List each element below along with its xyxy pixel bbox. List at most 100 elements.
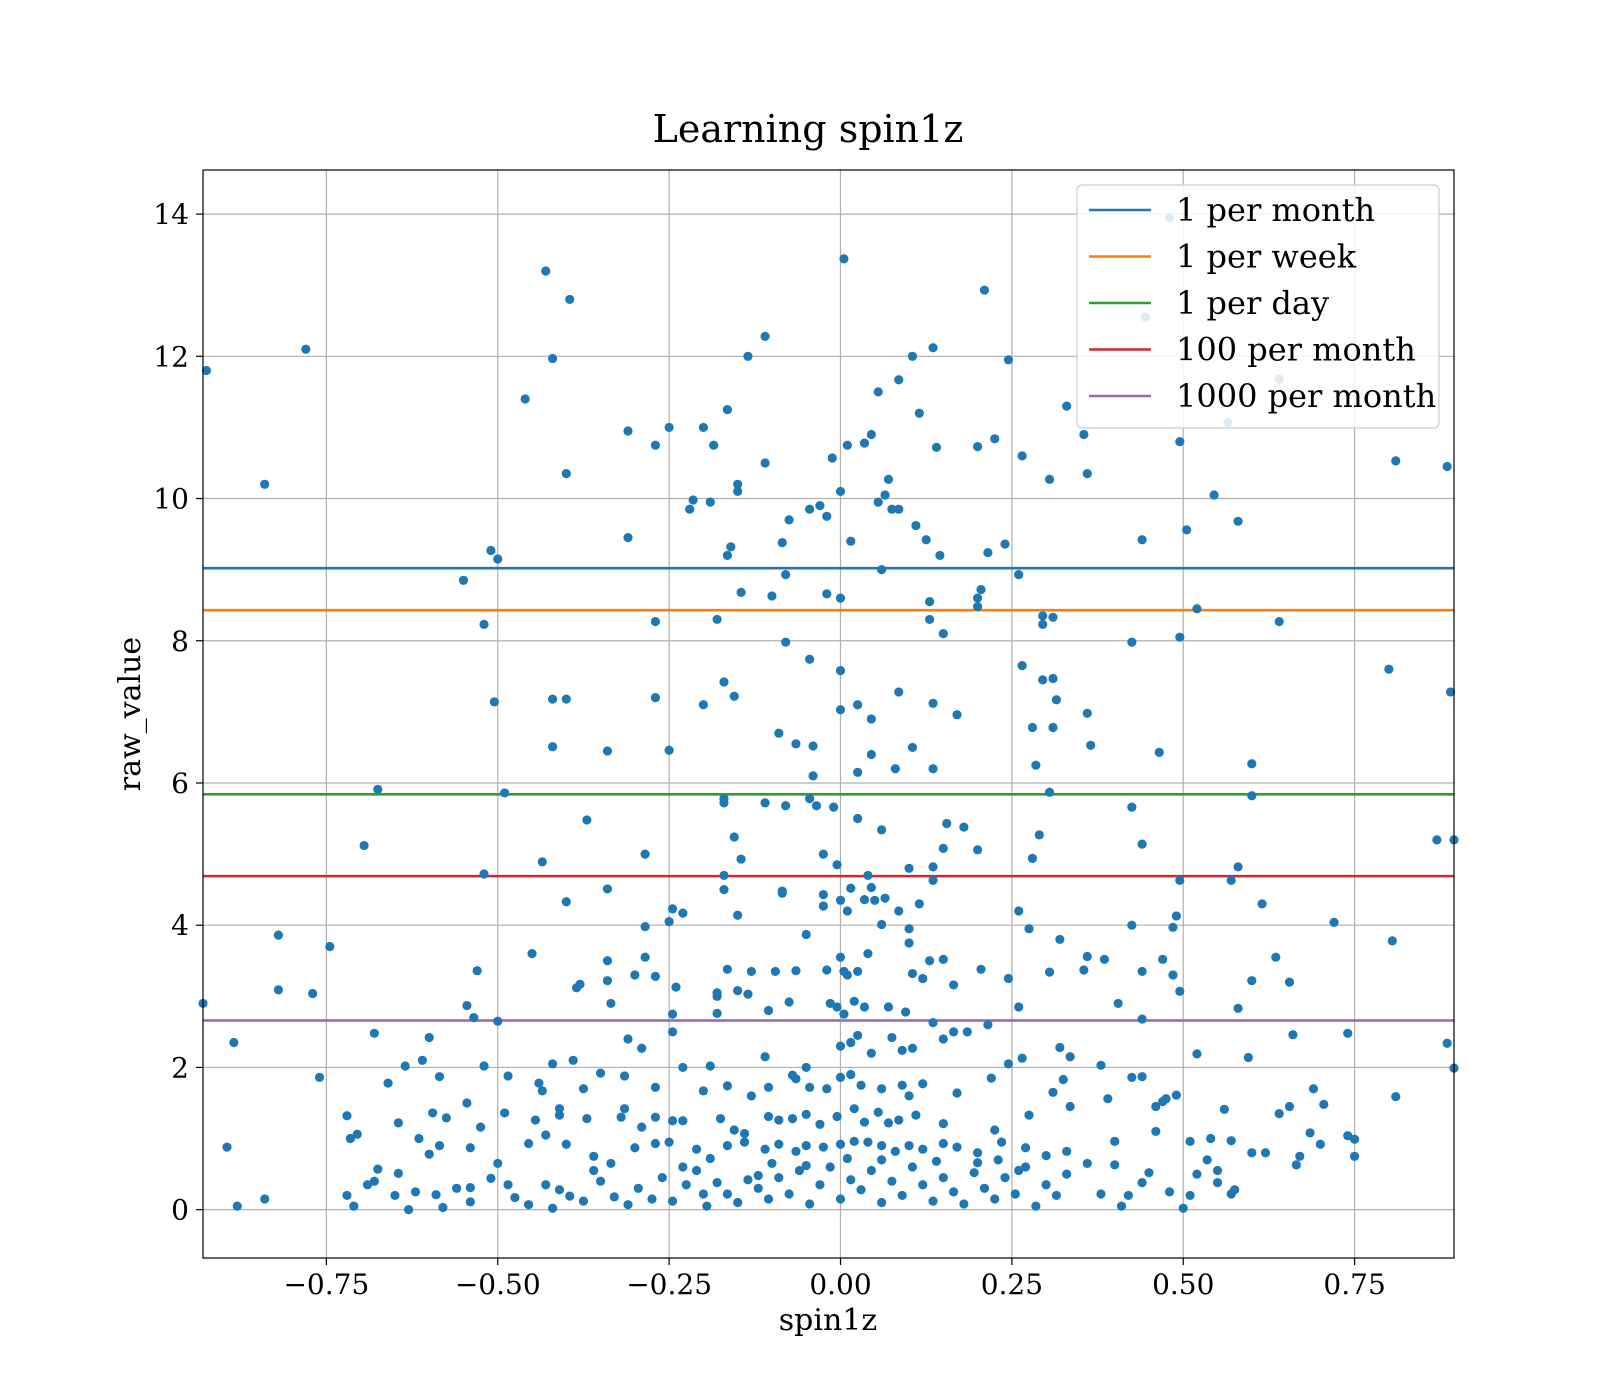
data-point (1343, 1131, 1353, 1141)
data-point (602, 976, 613, 986)
data-point (719, 870, 729, 881)
data-point (362, 1180, 373, 1190)
data-point (414, 1133, 424, 1144)
data-point (722, 1081, 732, 1091)
data-point (1308, 1084, 1319, 1094)
data-point (753, 1170, 763, 1181)
data-point (832, 1002, 842, 1012)
data-point (476, 1122, 486, 1132)
data-point (698, 1086, 709, 1096)
data-point (602, 884, 613, 894)
data-point (921, 535, 931, 545)
data-point (914, 408, 924, 418)
data-point (808, 771, 818, 781)
data-point (1284, 1101, 1295, 1112)
data-point (907, 1162, 918, 1172)
data-point (907, 1043, 918, 1053)
x-tick-label: 0.75 (1323, 1268, 1385, 1301)
data-point (722, 1141, 732, 1151)
data-point (1014, 570, 1024, 580)
data-point (846, 1037, 856, 1048)
data-point (561, 1139, 571, 1149)
data-point (630, 970, 640, 980)
data-point (743, 989, 753, 999)
data-point (595, 1068, 606, 1078)
data-point (835, 705, 846, 715)
data-point (640, 952, 650, 962)
data-point (815, 1119, 825, 1129)
data-point (938, 1138, 948, 1149)
data-point (664, 422, 674, 433)
data-point (729, 691, 739, 701)
data-point (1192, 1169, 1202, 1179)
data-point (1003, 355, 1014, 365)
data-point (500, 1108, 510, 1118)
data-point (928, 698, 938, 708)
data-point (781, 570, 791, 580)
data-point (835, 593, 846, 603)
data-point (856, 1185, 866, 1195)
data-point (842, 970, 852, 980)
data-point (472, 966, 482, 976)
data-point (904, 1141, 914, 1151)
data-point (990, 1194, 1000, 1204)
data-point (1137, 1178, 1147, 1188)
data-point (1329, 917, 1339, 927)
data-point (667, 1027, 678, 1037)
data-point (510, 1192, 520, 1203)
data-point (914, 899, 924, 909)
data-point (342, 1111, 352, 1121)
data-point (486, 545, 496, 556)
data-point (805, 794, 815, 804)
data-point (873, 1107, 883, 1117)
data-point (201, 365, 212, 376)
data-point (1161, 1094, 1171, 1104)
data-point (479, 1061, 489, 1071)
data-point (894, 504, 904, 514)
y-tick-label: 6 (171, 767, 189, 800)
data-point (938, 1034, 948, 1044)
data-point (1079, 429, 1089, 440)
y-tick-label: 2 (171, 1051, 189, 1084)
data-point (877, 825, 887, 835)
data-point (722, 405, 732, 415)
data-point (928, 343, 938, 353)
data-point (952, 710, 962, 720)
data-point (554, 1104, 565, 1114)
data-point (760, 798, 770, 808)
data-point (842, 906, 852, 916)
data-point (1271, 952, 1281, 962)
data-point (866, 749, 876, 760)
data-point (530, 1115, 541, 1125)
data-point (301, 344, 311, 354)
data-point (462, 1098, 472, 1108)
data-point (1020, 1162, 1031, 1172)
data-point (561, 897, 571, 907)
data-point (931, 1156, 942, 1166)
data-point (894, 375, 904, 385)
data-point (640, 849, 650, 859)
data-point (678, 1062, 688, 1073)
data-point (1233, 1003, 1243, 1014)
data-point (846, 883, 856, 893)
data-point (1175, 875, 1185, 886)
data-point (859, 438, 870, 448)
data-point (493, 1016, 503, 1026)
data-point (1154, 747, 1164, 758)
data-point (393, 1168, 403, 1178)
data-point (972, 845, 983, 855)
data-point (1027, 722, 1038, 733)
data-point (1384, 664, 1394, 674)
data-point (801, 1141, 811, 1151)
data-point (500, 788, 510, 798)
data-point (781, 637, 791, 647)
data-point (1284, 977, 1295, 987)
data-point (602, 956, 613, 966)
data-point (1003, 973, 1014, 984)
data-point (1137, 1072, 1147, 1082)
y-tick-label: 10 (153, 483, 189, 516)
data-point (493, 1158, 503, 1169)
data-point (1062, 401, 1072, 411)
data-point (729, 1125, 739, 1135)
data-point (373, 784, 383, 794)
